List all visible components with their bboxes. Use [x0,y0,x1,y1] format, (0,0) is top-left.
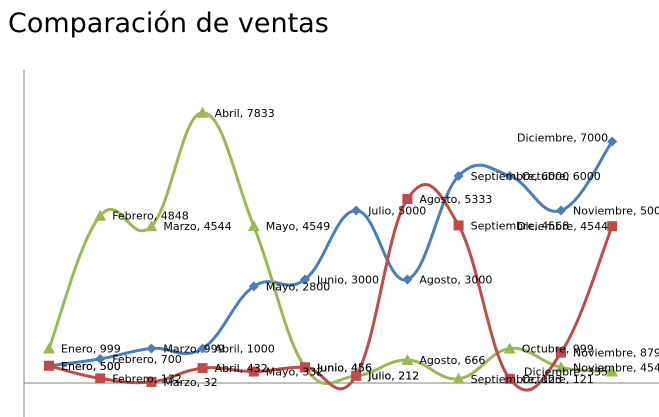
series-line-2 [47,111,613,386]
data-point-s1-septiembre [453,220,464,231]
data-label-s2-septiembre: Septiembre, 123 [471,373,563,386]
data-label-s1-octubre: Octubre, 121 [522,373,594,386]
data-label-s0-marzo: Marzo, 999 [163,343,224,356]
data-point-s1-noviembre [556,347,566,358]
data-point-s1-mayo [248,366,259,377]
data-point-s2-mayo [247,220,260,232]
data-point-s2-agosto [401,354,414,366]
data-point-s0-mayo [248,281,259,292]
data-label-s2-noviembre: Noviembre, 454 [573,361,659,374]
data-label-s1-diciembre: Diciembre, 4544 [517,220,608,233]
data-point-s0-marzo [146,343,157,354]
data-label-s0-febrero: Febrero, 700 [112,353,182,366]
series-line-1 [48,183,614,392]
data-label-s1-septiembre: Septiembre, 4568 [471,219,570,232]
data-point-s0-diciembre [607,136,618,147]
data-point-s1-enero [44,360,54,371]
data-point-s0-abril [197,343,208,354]
data-label-s0-julio: Julio, 5000 [367,205,426,218]
data-label-s1-mayo: Mayo, 332 [266,366,323,379]
data-point-s1-diciembre [607,221,618,232]
data-point-s1-febrero [95,373,106,384]
data-label-s2-junio: Junio, 456 [316,361,372,374]
data-label-s1-abril: Abril, 432 [215,362,268,375]
data-point-s0-noviembre [556,205,566,216]
data-point-s2-octubre [503,342,516,354]
data-point-s0-junio [300,274,310,285]
data-point-s2-abril [196,106,209,118]
data-label-s2-julio: Julio, 212 [367,370,419,383]
data-point-s2-febrero [94,209,107,221]
data-point-s1-abril [197,363,208,374]
data-label-s0-septiembre: Septiembre, 6000 [471,170,570,183]
data-point-s1-julio [351,370,362,381]
data-label-s2-mayo: Mayo, 4549 [266,220,330,233]
data-label-s0-mayo: Mayo, 2800 [266,280,330,293]
data-label-s2-agosto: Agosto, 666 [419,354,485,367]
data-label-s0-junio: Junio, 3000 [316,274,379,287]
data-point-s0-septiembre [453,171,464,181]
data-point-s2-noviembre [555,361,567,373]
data-label-s2-febrero: Febrero, 4848 [112,210,189,223]
data-point-s1-agosto [402,194,413,205]
data-point-s0-julio [351,205,362,216]
series-layer [43,106,619,392]
data-label-s0-agosto: Agosto, 3000 [419,274,492,287]
data-point-s0-febrero [95,353,106,364]
data-label-s0-noviembre: Noviembre, 5000 [573,205,659,218]
data-point-s0-agosto [402,274,413,285]
data-point-s1-octubre [504,373,515,384]
data-label-s1-agosto: Agosto, 5333 [419,193,492,206]
data-point-s2-diciembre [606,365,619,377]
data-point-s2-marzo [145,220,158,232]
data-label-s2-octubre: Octubre, 999 [522,343,594,356]
data-label-s0-enero: Enero, 500 [61,360,121,373]
data-label-s1-julio: Julio, 212 [367,370,419,383]
data-point-s1-marzo [146,376,157,387]
chart-title: Comparación de ventas [8,8,329,39]
data-label-s0-diciembre: Diciembre, 7000 [517,132,608,145]
data-label-s1-enero: Enero, 500 [61,360,121,373]
data-point-s0-octubre [504,171,515,181]
data-point-s1-junio [300,362,310,373]
data-label-s1-marzo: Marzo, 32 [163,376,217,389]
data-label-s2-abril: Abril, 7833 [215,107,275,120]
data-label-s1-noviembre: Noviembre, 879 [573,347,659,360]
data-label-s2-diciembre: Diciembre, 335 [524,365,608,378]
data-label-s1-febrero: Febrero, 132 [112,372,182,385]
data-label-s0-abril: Abril, 1000 [215,343,275,356]
data-label-s1-junio: Junio, 456 [316,361,372,374]
data-point-s2-septiembre [452,372,465,384]
data-label-s0-octubre: Octubre, 6000 [522,170,601,183]
data-label-s2-enero: Enero, 999 [61,343,121,356]
data-label-s2-marzo: Marzo, 4544 [163,220,231,233]
data-point-s2-enero [43,342,55,354]
